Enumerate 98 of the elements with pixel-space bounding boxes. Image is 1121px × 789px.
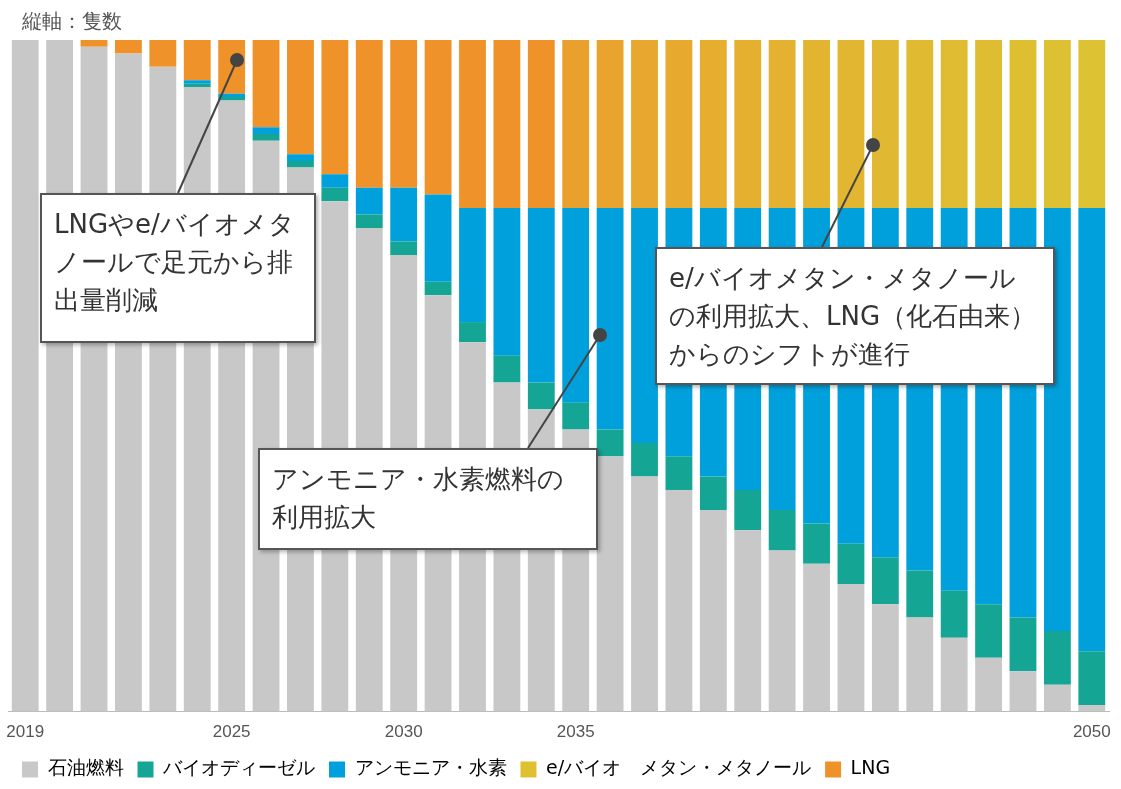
bar bbox=[975, 657, 1002, 712]
bar bbox=[183, 40, 211, 81]
bar bbox=[424, 40, 452, 195]
bar bbox=[562, 207, 590, 403]
bar bbox=[1043, 631, 1071, 685]
bar bbox=[596, 207, 624, 430]
bar bbox=[424, 281, 452, 296]
bar bbox=[596, 456, 624, 712]
bar bbox=[321, 187, 349, 202]
bar bbox=[287, 40, 314, 155]
bar bbox=[1009, 617, 1037, 672]
bar bbox=[459, 40, 486, 208]
bar bbox=[699, 40, 727, 208]
bar bbox=[837, 543, 865, 584]
bar bbox=[631, 442, 658, 477]
bar bbox=[871, 557, 899, 605]
bar bbox=[871, 40, 899, 208]
bar bbox=[975, 604, 1002, 658]
bar bbox=[734, 530, 762, 712]
annotation: LNGやe/バイオメタノールで足元から排出量削減 bbox=[40, 193, 316, 343]
annotation: e/バイオメタン・メタノールの利用拡大、LNG（化石由来）からのシフトが進行 bbox=[655, 247, 1055, 385]
bar bbox=[1009, 40, 1037, 208]
bar bbox=[527, 40, 555, 208]
bar bbox=[321, 40, 349, 175]
bar bbox=[837, 584, 865, 712]
bar bbox=[803, 40, 830, 208]
bar bbox=[183, 83, 211, 88]
bar bbox=[493, 40, 521, 208]
annotation: アンモニア・水素燃料の利用拡大 bbox=[258, 448, 598, 550]
bar bbox=[906, 570, 934, 618]
bar bbox=[562, 40, 590, 208]
bar bbox=[459, 207, 486, 323]
bar bbox=[906, 40, 934, 208]
bar bbox=[803, 523, 830, 564]
bar bbox=[149, 40, 177, 67]
bar bbox=[1078, 40, 1106, 208]
bar bbox=[734, 489, 762, 531]
bar bbox=[287, 160, 314, 168]
bar bbox=[940, 637, 968, 712]
bar bbox=[631, 40, 658, 208]
x-tick-label: 2025 bbox=[212, 722, 251, 742]
bar bbox=[699, 476, 727, 511]
bar bbox=[252, 40, 280, 128]
bar bbox=[390, 187, 418, 242]
bar bbox=[940, 590, 968, 638]
bar bbox=[975, 40, 1002, 208]
legend-label: LNG bbox=[850, 756, 891, 779]
bar bbox=[115, 40, 142, 54]
bar bbox=[906, 617, 934, 712]
legend-label: バイオディーゼル bbox=[162, 756, 315, 779]
bar bbox=[768, 550, 796, 712]
x-tick-label: 2030 bbox=[384, 722, 423, 742]
bar bbox=[355, 187, 383, 215]
bar bbox=[355, 40, 383, 188]
bar bbox=[390, 241, 418, 255]
bar bbox=[665, 489, 693, 712]
bar bbox=[287, 154, 314, 161]
bar bbox=[768, 40, 796, 208]
bar bbox=[252, 127, 280, 135]
bar bbox=[631, 207, 658, 443]
bar bbox=[665, 40, 693, 208]
bar bbox=[459, 322, 486, 343]
y-axis-title: 縦軸：隻数 bbox=[22, 8, 122, 35]
legend-label: アンモニア・水素 bbox=[354, 756, 507, 779]
bar bbox=[527, 382, 555, 410]
bar bbox=[699, 510, 727, 712]
bar bbox=[803, 563, 830, 712]
bar bbox=[871, 604, 899, 712]
legend-label: e/バイオ メタン・メタノール bbox=[546, 756, 812, 779]
bar bbox=[80, 40, 108, 47]
bar bbox=[837, 40, 865, 208]
bar bbox=[1043, 40, 1071, 208]
bar bbox=[631, 476, 658, 712]
bar bbox=[390, 40, 418, 188]
bar bbox=[1078, 651, 1106, 705]
bar bbox=[252, 134, 280, 141]
bar bbox=[424, 194, 452, 282]
bar bbox=[527, 207, 555, 383]
bar bbox=[940, 40, 968, 208]
x-tick-label: 2035 bbox=[556, 722, 595, 742]
bar bbox=[1043, 684, 1071, 712]
bar bbox=[596, 40, 624, 208]
bar bbox=[1078, 207, 1106, 652]
bar bbox=[321, 174, 349, 188]
bar bbox=[1009, 671, 1037, 712]
bar bbox=[493, 355, 521, 383]
bar bbox=[493, 207, 521, 356]
bar bbox=[11, 40, 39, 712]
bar bbox=[665, 456, 693, 490]
x-tick-label: 2019 bbox=[6, 722, 45, 742]
bar bbox=[355, 214, 383, 229]
x-tick-label: 2050 bbox=[1072, 722, 1111, 742]
bar bbox=[596, 429, 624, 457]
bar bbox=[734, 40, 762, 208]
bar bbox=[1078, 704, 1106, 712]
legend-label: 石油燃料 bbox=[47, 756, 124, 779]
bar bbox=[562, 402, 590, 430]
bar bbox=[768, 510, 796, 551]
